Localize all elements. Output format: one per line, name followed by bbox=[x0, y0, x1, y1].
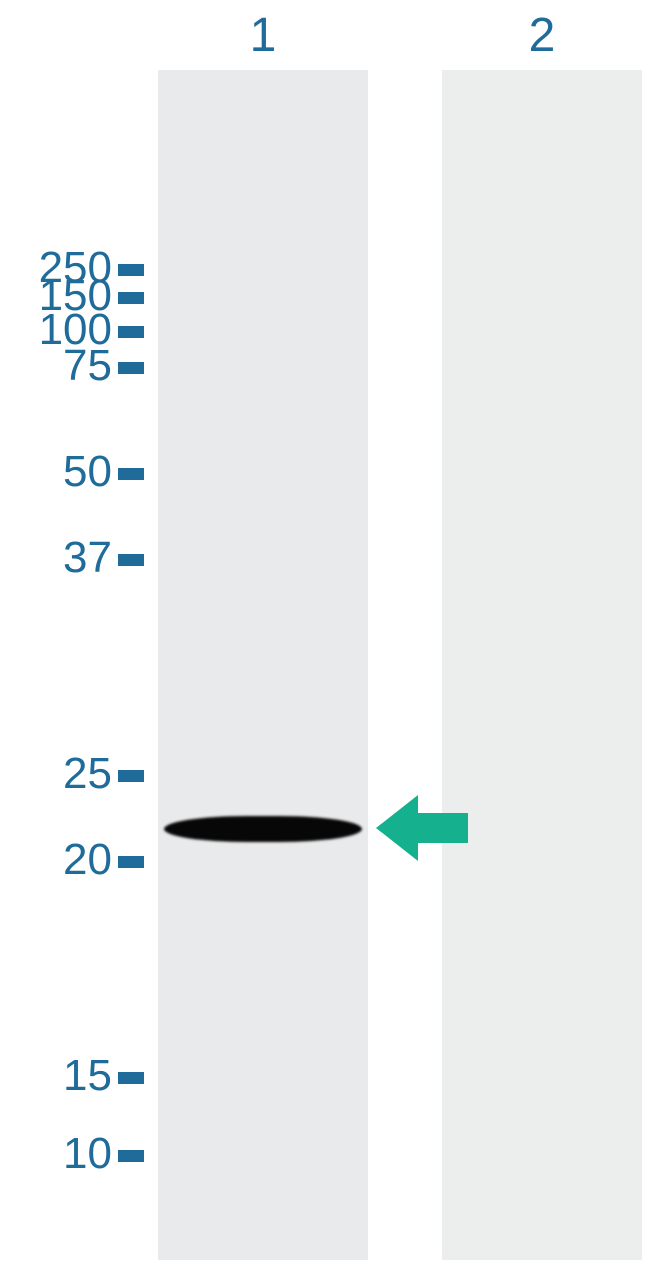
mw-label-20: 20 bbox=[63, 835, 112, 885]
arrow-icon bbox=[376, 795, 468, 861]
mw-label-75: 75 bbox=[63, 341, 112, 391]
mw-label-37: 37 bbox=[63, 533, 112, 583]
mw-tick-250 bbox=[118, 264, 144, 276]
mw-label-50: 50 bbox=[63, 447, 112, 497]
mw-tick-75 bbox=[118, 362, 144, 374]
mw-label-15: 15 bbox=[63, 1051, 112, 1101]
blot-lane-1 bbox=[158, 70, 368, 1260]
western-blot-figure: 1 2 25015010075503725201510 bbox=[0, 0, 650, 1270]
mw-tick-100 bbox=[118, 326, 144, 338]
protein-band-0 bbox=[164, 816, 362, 842]
mw-tick-150 bbox=[118, 292, 144, 304]
lane-1-header: 1 bbox=[158, 8, 368, 63]
mw-tick-37 bbox=[118, 554, 144, 566]
mw-tick-20 bbox=[118, 856, 144, 868]
blot-lane-2 bbox=[442, 70, 642, 1260]
mw-tick-25 bbox=[118, 770, 144, 782]
mw-tick-50 bbox=[118, 468, 144, 480]
mw-tick-15 bbox=[118, 1072, 144, 1084]
mw-label-10: 10 bbox=[63, 1129, 112, 1179]
mw-label-25: 25 bbox=[63, 749, 112, 799]
lane-2-header: 2 bbox=[442, 8, 642, 63]
mw-tick-10 bbox=[118, 1150, 144, 1162]
